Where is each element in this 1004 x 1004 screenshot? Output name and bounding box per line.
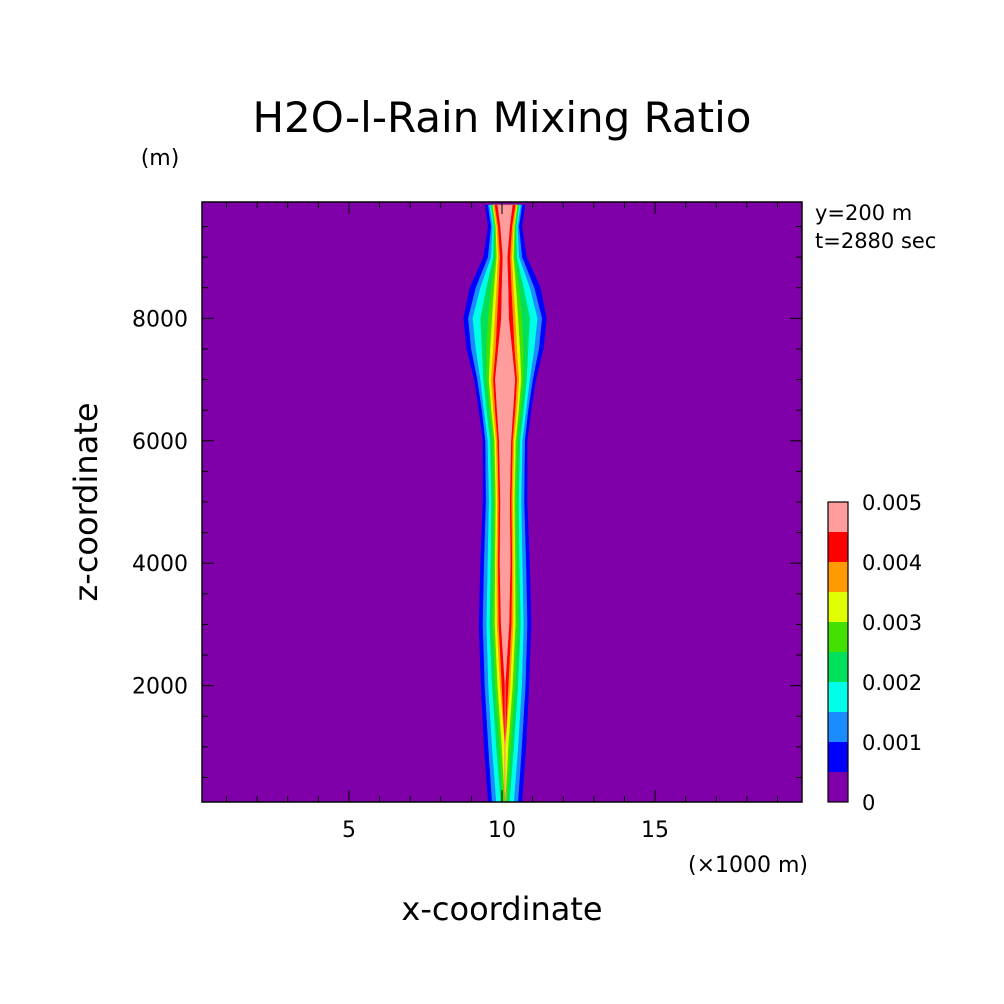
colorbar-tick-label: 0.002 (862, 671, 922, 695)
y-tick-label: 6000 (132, 430, 188, 455)
colorbar-swatch (828, 712, 848, 742)
colorbar-tick-label: 0 (862, 791, 875, 815)
colorbar-swatch (828, 772, 848, 802)
x-unit-label: (×1000 m) (688, 853, 808, 878)
annotation-y: y=200 m (815, 201, 912, 225)
colorbar-swatch (828, 592, 848, 622)
x-axis-label: x-coordinate (401, 890, 602, 928)
chart-title: H2O-l-Rain Mixing Ratio (252, 93, 751, 142)
colorbar-tick-label: 0.003 (862, 611, 922, 635)
colorbar-tick-label: 0.001 (862, 731, 922, 755)
y-tick-label: 8000 (132, 307, 188, 332)
x-tick-label: 10 (488, 818, 516, 843)
colorbar-swatch (828, 562, 848, 592)
colorbar-frame (827, 501, 849, 803)
colorbar-swatch (828, 622, 848, 652)
colorbar-swatch (828, 502, 848, 532)
colorbar-tick-label: 0.005 (862, 491, 922, 515)
colorbar-swatch (828, 742, 848, 772)
y-tick-label: 2000 (132, 675, 188, 700)
colorbar: 0 0.001 0.002 0.003 0.004 0.005 (827, 491, 922, 815)
colorbar-swatch (828, 652, 848, 682)
colorbar-swatch (828, 532, 848, 562)
contour-band-9 (495, 204, 516, 803)
y-axis-label: z-coordinate (67, 402, 105, 601)
x-tick-label: 5 (342, 818, 356, 843)
annotation-t: t=2880 sec (815, 229, 936, 253)
colorbar-tick-label: 0.004 (862, 551, 922, 575)
x-tick-label: 15 (641, 818, 669, 843)
y-tick-label: 4000 (132, 552, 188, 577)
colorbar-swatch (828, 682, 848, 712)
axes: 5 10 15 2000 4000 6000 8000 (132, 201, 803, 843)
y-unit-label: (m) (141, 146, 180, 171)
plot-area (202, 202, 802, 803)
